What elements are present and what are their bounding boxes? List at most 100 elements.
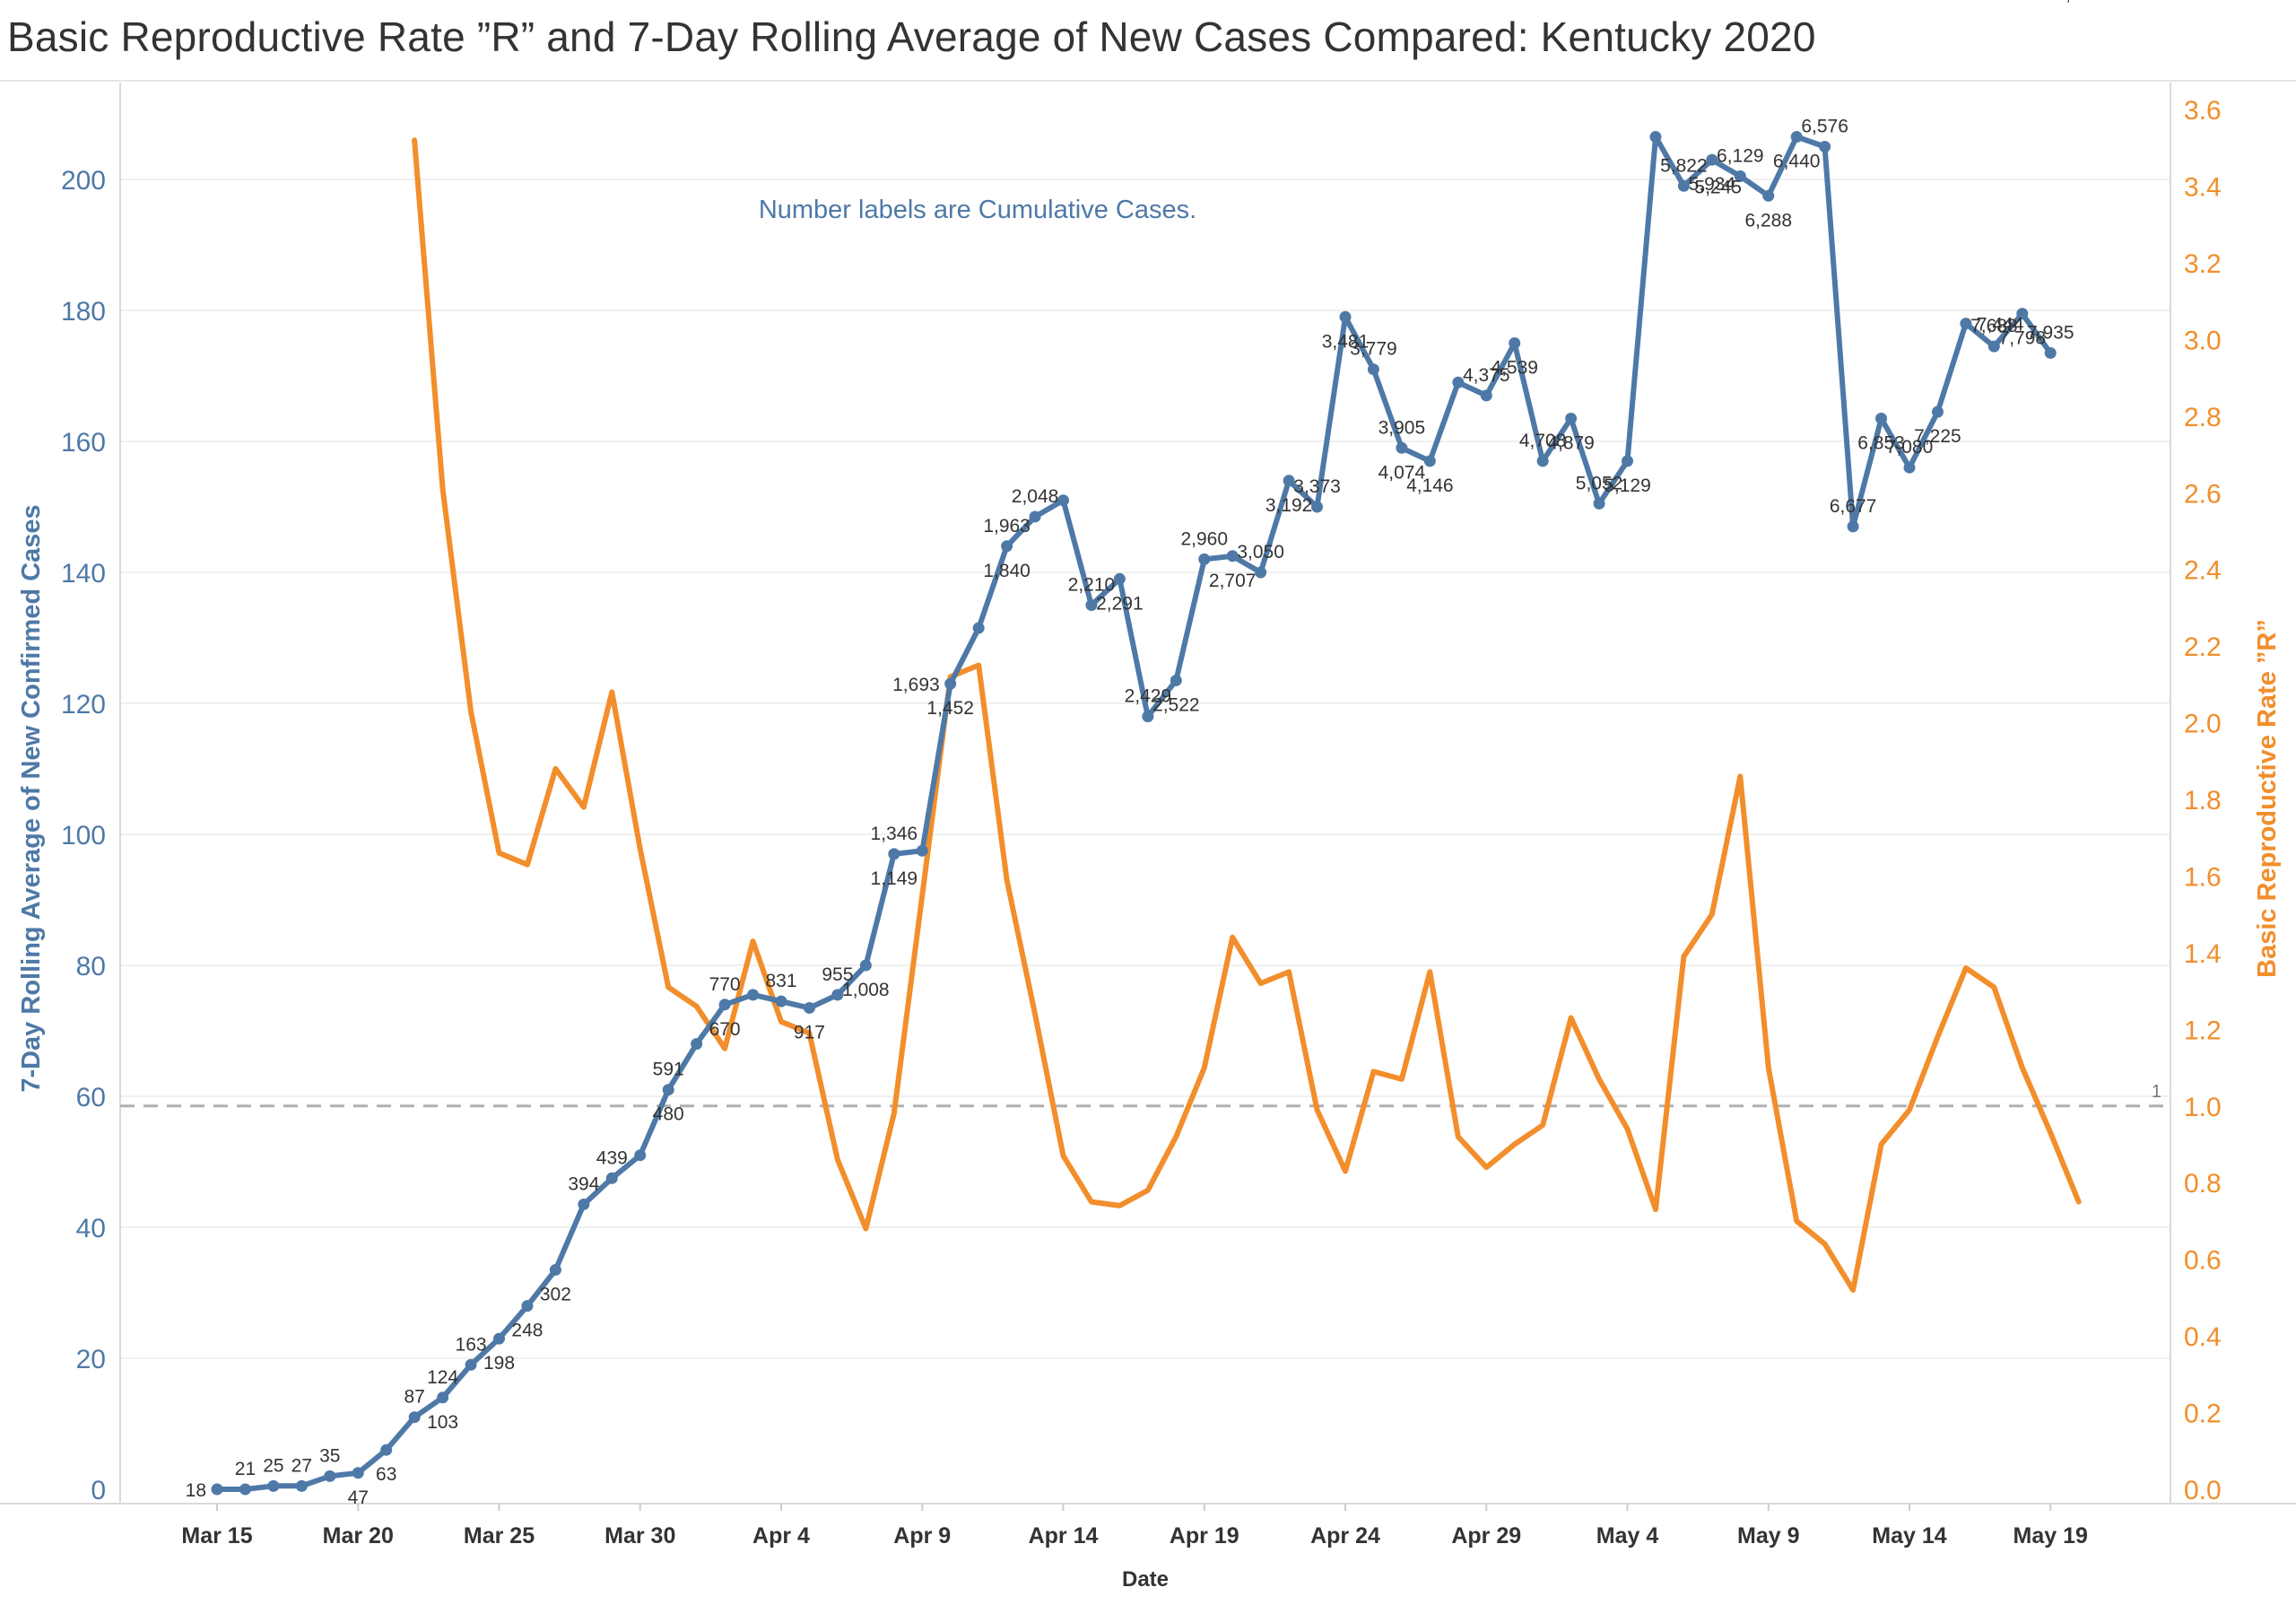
series-cases-point — [1142, 711, 1154, 723]
x-tick-label: Apr 29 — [1451, 1523, 1521, 1548]
series-cases-point — [1960, 318, 1972, 330]
data-label: 3,481 — [1322, 331, 1370, 352]
data-label: 1,693 — [892, 675, 940, 695]
series-cases-point — [1085, 599, 1098, 611]
y-left-tick-label: 20 — [76, 1345, 106, 1374]
series-cases-point — [1734, 170, 1746, 182]
data-label: 591 — [653, 1060, 684, 1080]
y-left-tick-label: 60 — [76, 1083, 106, 1112]
data-label: 670 — [709, 1019, 741, 1040]
series-cases-point — [1283, 475, 1295, 487]
reference-line-label: 1 — [2152, 1082, 2161, 1102]
x-axis-title: Date — [1122, 1567, 1169, 1592]
series-cases-point — [521, 1300, 534, 1313]
series-cases-group — [211, 131, 2057, 1496]
series-cases-point — [1509, 337, 1521, 349]
y-left-tick-label: 200 — [61, 166, 106, 196]
series-cases-point — [1565, 412, 1578, 424]
data-label: 6,677 — [1830, 496, 1877, 517]
series-cases-point — [1847, 520, 1859, 533]
series-cases-point — [1170, 674, 1182, 686]
y-axis-left: 0 20 40 60 80 100 120 140 160 180 200 — [61, 166, 106, 1505]
series-cases-point — [1255, 566, 1267, 579]
series-cases-point — [211, 1483, 223, 1496]
series-cases-point — [1593, 497, 1605, 510]
series-cases-point — [1057, 494, 1069, 507]
data-label: 87 — [404, 1387, 424, 1408]
series-cases-point — [859, 959, 872, 972]
y-right-tick-label: 2.6 — [2184, 479, 2222, 509]
series-cases-point — [944, 677, 957, 690]
series-cases-point — [1819, 141, 1831, 153]
chart-title: Basic Reproductive Rate ”R” and 7-Day Ro… — [7, 13, 1816, 60]
data-label: 439 — [596, 1147, 628, 1168]
series-cases-point — [1423, 455, 1436, 467]
data-label: 4,146 — [1406, 475, 1454, 496]
y-left-tick-label: 100 — [61, 821, 106, 850]
series-cases-point — [2016, 308, 2029, 320]
series-cases-point — [493, 1332, 505, 1345]
series-cases-point — [1790, 131, 1803, 144]
series-cases-point — [1452, 376, 1465, 388]
x-tick-label: Apr 24 — [1310, 1523, 1380, 1548]
series-cases-point — [916, 844, 928, 857]
series-cases-point — [324, 1470, 336, 1482]
data-label: 4,539 — [1491, 358, 1538, 379]
data-label: 1,008 — [842, 980, 890, 1000]
y-axis-right: 0.0 0.2 0.4 0.6 0.8 1.0 1.2 1.4 1.6 1.8 2.0 2.2 2.4 2… — [2184, 96, 2222, 1505]
y-right-tick-label: 1.6 — [2184, 862, 2222, 892]
data-label: 3,779 — [1350, 339, 1397, 360]
series-cases-point — [1311, 501, 1324, 513]
data-label: 6,576 — [1801, 117, 1848, 137]
data-label: 63 — [376, 1464, 396, 1485]
data-label: 7,688 — [1970, 316, 2018, 336]
data-label: 6,853 — [1857, 432, 1905, 453]
data-label: 2,048 — [1012, 486, 1059, 507]
series-cases-point — [437, 1391, 449, 1404]
series-cases-point — [691, 1038, 703, 1051]
series-cases-point — [1536, 455, 1549, 467]
series-cases-point — [295, 1479, 308, 1492]
series-cases-point — [605, 1172, 618, 1184]
data-label: 4,375 — [1463, 365, 1510, 386]
series-cases-point — [1875, 412, 1888, 424]
data-label: 6,440 — [1773, 152, 1821, 172]
x-tick-label: Mar 20 — [323, 1523, 394, 1548]
data-label: 5,822 — [1660, 155, 1708, 176]
series-cases-point — [408, 1411, 421, 1424]
x-tick-label: Mar 25 — [464, 1523, 535, 1548]
series-cases-point — [1762, 189, 1775, 202]
series-r-group — [412, 137, 2082, 1293]
series-cases-point — [1396, 441, 1408, 454]
data-label: 7,225 — [1914, 426, 1961, 447]
y-right-tick-label: 2.2 — [2184, 632, 2222, 662]
plot-frame — [0, 80, 2296, 1505]
data-label: 5,129 — [1604, 475, 1651, 496]
data-label: 25 — [263, 1455, 283, 1476]
x-tick-label: May 9 — [1737, 1523, 1799, 1548]
series-cases-point — [775, 995, 787, 1007]
data-label: 248 — [511, 1321, 543, 1341]
data-label: 3,050 — [1237, 542, 1284, 563]
data-label: 8,069 — [2055, 0, 2102, 4]
y-left-tick-label: 0 — [91, 1476, 106, 1505]
y-right-tick-label: 0.0 — [2184, 1476, 2222, 1505]
data-label: 394 — [568, 1173, 599, 1194]
x-tick-label: Mar 30 — [604, 1523, 675, 1548]
y-left-tick-label: 160 — [61, 428, 106, 458]
series-cases-point — [634, 1149, 647, 1162]
data-label: 2,960 — [1180, 528, 1228, 549]
series-r-line — [412, 137, 2082, 1293]
data-label: 21 — [235, 1459, 256, 1479]
y-right-tick-label: 3.6 — [2184, 96, 2222, 126]
y-right-tick-label: 3.4 — [2184, 173, 2222, 203]
data-label: 1,149 — [871, 868, 918, 889]
data-label: 27 — [291, 1455, 312, 1476]
x-axis: Mar 15 Mar 20 Mar 25 Mar 30 Apr 4 Apr 9 Apr 14… — [181, 1504, 2088, 1548]
data-label: 302 — [540, 1284, 571, 1304]
y-left-tick-label: 40 — [76, 1214, 106, 1243]
y-right-tick-label: 0.6 — [2184, 1246, 2222, 1276]
y-axis-right-title: Basic Reproductive Rate ”R” — [2253, 619, 2282, 978]
series-cases-point — [1226, 550, 1239, 563]
